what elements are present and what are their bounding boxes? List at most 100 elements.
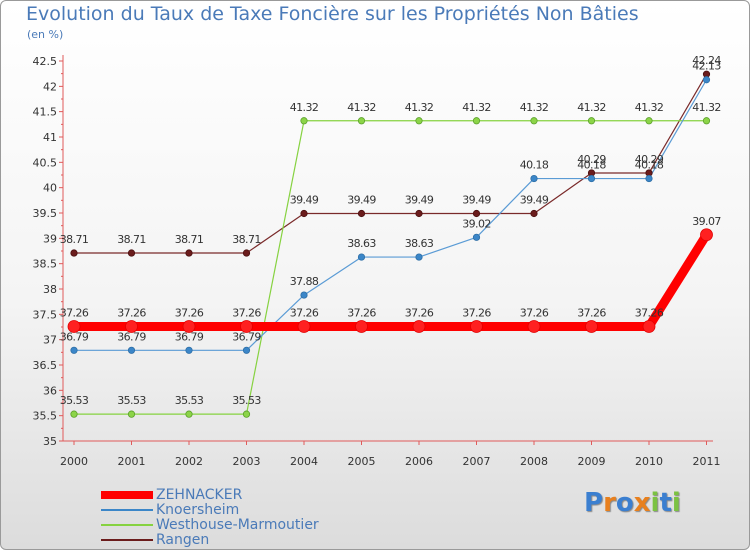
- data-label: 41.32: [692, 101, 721, 114]
- data-point: [300, 291, 308, 299]
- data-point: [645, 174, 653, 183]
- data-label: 42.24: [692, 54, 721, 67]
- series-line: [74, 73, 708, 254]
- data-point: [127, 346, 136, 354]
- data-point: [125, 320, 138, 333]
- data-label: 42.13: [692, 60, 721, 73]
- y-tick-label: 37: [43, 334, 57, 347]
- data-point: [412, 320, 426, 333]
- data-label: 37.26: [347, 306, 376, 319]
- data-label: 35.53: [117, 394, 146, 407]
- y-tick-label: 42: [43, 80, 57, 93]
- data-label: 35.53: [60, 394, 89, 407]
- data-label: 38.63: [405, 237, 434, 250]
- data-point: [127, 249, 136, 257]
- data-point: [530, 174, 538, 183]
- data-point: [357, 253, 366, 261]
- data-point: [700, 228, 713, 242]
- data-label: 40.29: [577, 153, 606, 166]
- data-label: 35.53: [175, 394, 204, 407]
- data-point: [415, 253, 423, 261]
- x-tick-label: 2006: [405, 455, 433, 468]
- data-point: [415, 209, 423, 218]
- data-label: 37.26: [175, 306, 204, 319]
- data-point: [185, 249, 193, 257]
- data-label: 41.32: [405, 101, 434, 114]
- data-label: 41.32: [635, 101, 664, 114]
- data-point: [300, 117, 308, 125]
- data-point: [67, 320, 81, 333]
- data-label: 37.26: [290, 306, 319, 319]
- data-label: 37.26: [520, 306, 549, 319]
- data-point: [300, 209, 308, 218]
- logo-letter: i: [650, 488, 660, 518]
- data-label: 39.07: [692, 215, 721, 228]
- y-tick-label: 40: [43, 182, 57, 195]
- data-point: [185, 346, 193, 354]
- data-label: 36.79: [232, 330, 261, 343]
- data-label: 37.26: [60, 306, 89, 319]
- y-tick-label: 35: [43, 435, 57, 448]
- data-point: [357, 117, 366, 125]
- data-label: 36.79: [60, 330, 89, 343]
- legend-swatch: [101, 491, 153, 499]
- data-label: 39.49: [405, 194, 434, 207]
- data-label: 39.49: [462, 194, 491, 207]
- data-label: 37.26: [577, 306, 606, 319]
- series-line: [74, 232, 711, 331]
- data-label: 36.79: [175, 330, 204, 343]
- y-tick-label: 39.5: [33, 207, 58, 220]
- x-tick-label: 2002: [175, 455, 203, 468]
- logo-letter: r: [603, 488, 616, 518]
- x-tick-label: 2011: [693, 455, 721, 468]
- x-tick-label: 2003: [233, 455, 261, 468]
- y-tick-label: 38: [43, 283, 57, 296]
- data-point: [472, 233, 481, 241]
- legend-swatch: [101, 509, 153, 511]
- data-label: 39.02: [462, 217, 491, 230]
- data-point: [182, 320, 196, 333]
- data-label: 38.63: [347, 237, 376, 250]
- y-tick-label: 39: [43, 232, 57, 245]
- data-point: [70, 346, 78, 354]
- data-label: 40.29: [635, 153, 664, 166]
- x-tick-label: 2007: [463, 455, 491, 468]
- data-label: 41.32: [347, 101, 376, 114]
- data-point: [472, 117, 481, 125]
- data-point: [415, 117, 423, 125]
- y-tick-label: 40.5: [33, 156, 58, 169]
- data-label: 36.79: [117, 330, 146, 343]
- data-label: 40.18: [577, 159, 606, 172]
- legend-swatch: [101, 524, 153, 526]
- data-label: 39.49: [347, 194, 376, 207]
- series-line: [74, 120, 707, 415]
- data-point: [530, 117, 538, 125]
- legend-label: ZEHNACKER: [156, 487, 243, 503]
- legend-swatch: [101, 539, 153, 541]
- data-point: [242, 249, 251, 257]
- legend-label: Westhouse-Marmoutier: [156, 517, 319, 533]
- data-point: [587, 174, 596, 183]
- data-point: [185, 410, 193, 418]
- legend-label: Knoersheim: [156, 502, 240, 518]
- data-point: [470, 320, 483, 333]
- data-point: [645, 117, 653, 125]
- data-label: 38.71: [232, 233, 261, 246]
- logo-letter: t: [659, 488, 672, 518]
- data-label: 39.49: [520, 194, 549, 207]
- data-point: [702, 76, 711, 84]
- data-point: [240, 320, 253, 333]
- y-tick-label: 41: [43, 131, 57, 144]
- data-label: 35.53: [232, 394, 261, 407]
- legend-label: Rangen: [156, 532, 210, 548]
- data-point: [242, 346, 251, 354]
- data-label: 38.71: [117, 233, 146, 246]
- data-point: [642, 320, 656, 333]
- data-point: [355, 320, 368, 333]
- data-label: 40.18: [635, 159, 664, 172]
- y-tick-label: 36.5: [33, 359, 58, 372]
- data-point: [357, 209, 366, 218]
- y-tick-label: 38.5: [33, 258, 58, 271]
- proxiti-logo: Proxiti: [584, 488, 681, 518]
